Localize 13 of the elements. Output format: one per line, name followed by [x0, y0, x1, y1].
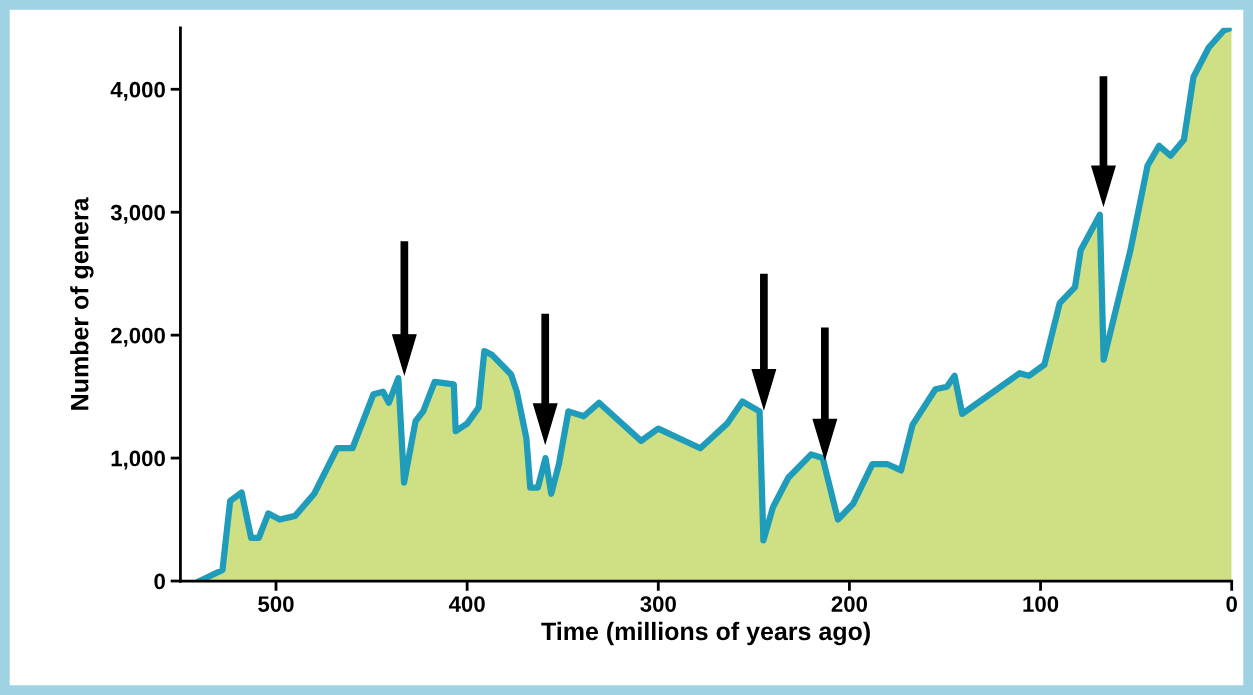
x-axis-title: Time (millions of years ago): [541, 621, 870, 646]
y-tick-label: 4,000: [110, 81, 165, 101]
x-tick-label: 0: [1226, 596, 1237, 612]
x-tick-label: 400: [448, 596, 485, 612]
x-tick-label: 500: [258, 596, 294, 612]
x-tick-label: 300: [640, 596, 676, 612]
y-tick-label: 0: [154, 573, 165, 590]
x-tick-label: 200: [831, 596, 868, 612]
y-axis-title: Number of genera: [70, 197, 94, 410]
y-tick-label: 2,000: [111, 327, 165, 347]
x-tick-label: 100: [1023, 596, 1059, 612]
y-tick-label: 1,000: [111, 450, 165, 470]
y-tick-label: 3,000: [110, 204, 165, 224]
